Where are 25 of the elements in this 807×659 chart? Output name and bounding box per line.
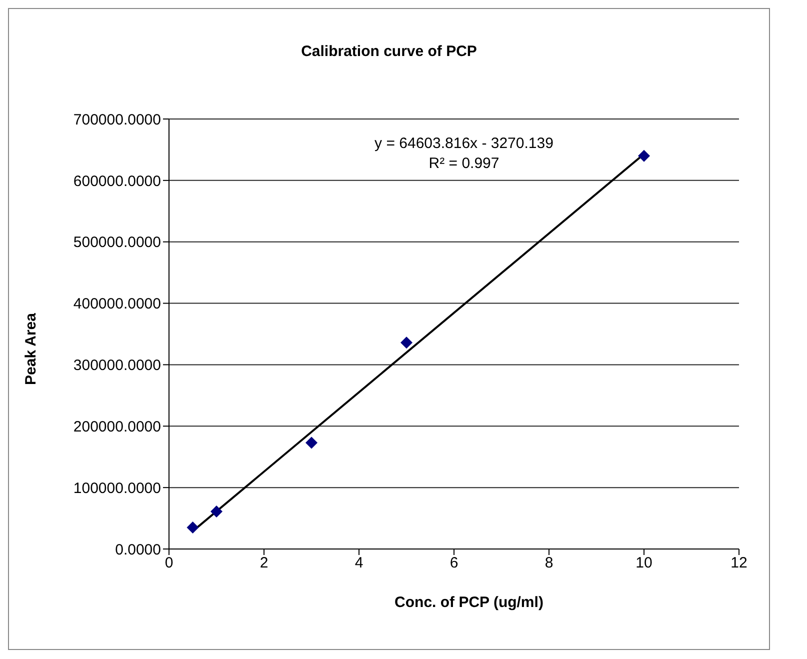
- y-tick-label: 200000.0000: [73, 418, 161, 436]
- x-tick-label: 12: [730, 554, 748, 572]
- point: [306, 436, 318, 449]
- point: [186, 522, 199, 534]
- x-tick-label: 0: [164, 554, 174, 572]
- x-tick-label: 4: [354, 554, 364, 572]
- x-tick-label: 2: [260, 554, 268, 572]
- y-tick-label: 300000.0000: [73, 357, 161, 374]
- x-tick-label: 8: [544, 554, 554, 572]
- annotation: y = 64603.816x - 3270.139: [374, 134, 554, 154]
- point: [400, 336, 412, 349]
- x-tick-label: 10: [636, 554, 652, 572]
- y-tick-label: 700000.0000: [73, 111, 161, 128]
- y-tick-label: 600000.0000: [73, 172, 161, 190]
- chart-title: Calibration curve of PCP: [300, 43, 478, 60]
- y-tick-label: 400000.0000: [73, 296, 161, 313]
- y-tick-label: 0.0000: [115, 541, 161, 558]
- y-tick-label: 100000.0000: [73, 480, 161, 497]
- point: [210, 506, 222, 518]
- y-axis-title: Peak Area: [22, 313, 40, 385]
- point: [638, 150, 650, 162]
- y-tick-label: 500000.0000: [73, 234, 161, 252]
- x-tick-label: 6: [450, 554, 458, 572]
- x-axis-title: Conc. of PCP (ug/ml): [394, 594, 544, 611]
- annotation: R² = 0.997: [428, 154, 500, 174]
